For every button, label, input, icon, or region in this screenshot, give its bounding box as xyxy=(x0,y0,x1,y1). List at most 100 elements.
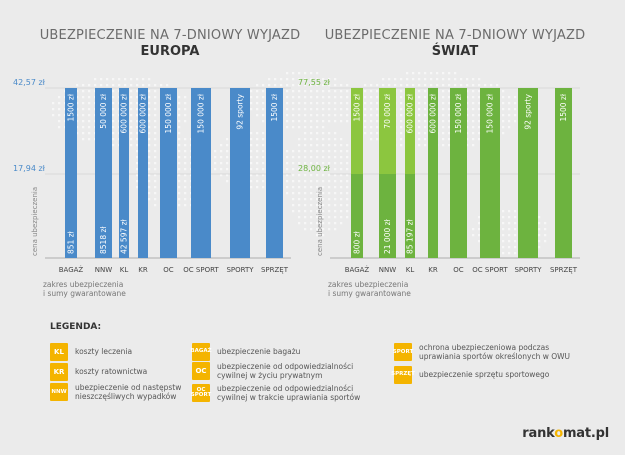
map-dot xyxy=(322,192,325,195)
map-dot xyxy=(286,102,289,105)
map-dot xyxy=(178,120,181,123)
map-dot xyxy=(292,174,295,177)
bar-lower-label: 42 597 zł xyxy=(120,218,129,254)
bar-upper-label: 50 000 zł xyxy=(99,93,108,129)
x-category-label: OC SPORT xyxy=(472,266,508,274)
map-dot xyxy=(82,114,85,117)
map-dot xyxy=(400,96,403,99)
map-dot xyxy=(364,108,367,111)
map-dot xyxy=(418,90,421,93)
bar-upper xyxy=(65,88,77,174)
map-dot xyxy=(148,84,151,87)
map-dot xyxy=(184,150,187,153)
map-dot xyxy=(298,138,301,141)
map-dot xyxy=(136,180,139,183)
map-dot xyxy=(136,174,139,177)
map-dot xyxy=(136,150,139,153)
map-dot xyxy=(250,168,253,171)
map-dot xyxy=(130,78,133,81)
map-dot xyxy=(322,114,325,117)
map-dot xyxy=(334,120,337,123)
map-dot xyxy=(148,108,151,111)
map-dot xyxy=(130,108,133,111)
map-dot xyxy=(262,90,265,93)
map-dot xyxy=(448,72,451,75)
map-dot xyxy=(298,204,301,207)
map-dot xyxy=(298,168,301,171)
map-dot xyxy=(310,138,313,141)
map-dot xyxy=(448,108,451,111)
map-dot xyxy=(214,162,217,165)
bar-upper-label: 92 sporty xyxy=(524,93,533,129)
map-dot xyxy=(292,186,295,189)
map-dot xyxy=(304,144,307,147)
map-dot xyxy=(130,114,133,117)
map-dot xyxy=(100,78,103,81)
map-dot xyxy=(400,126,403,129)
map-dot xyxy=(340,198,343,201)
map-dot xyxy=(322,102,325,105)
map-dot xyxy=(334,222,337,225)
map-dot xyxy=(214,168,217,171)
map-dot xyxy=(184,162,187,165)
map-dot xyxy=(424,96,427,99)
map-dot xyxy=(184,204,187,207)
map-dot xyxy=(220,150,223,153)
map-dot xyxy=(184,120,187,123)
map-dot xyxy=(304,192,307,195)
map-dot xyxy=(418,72,421,75)
map-dot xyxy=(400,144,403,147)
map-dot xyxy=(130,138,133,141)
bar-lower xyxy=(191,174,211,258)
map-dot xyxy=(460,78,463,81)
map-dot xyxy=(448,84,451,87)
map-dot xyxy=(316,234,319,237)
map-dot xyxy=(286,156,289,159)
map-dot xyxy=(508,246,511,249)
map-dot xyxy=(142,78,145,81)
bar-lower-label: 85 197 zł xyxy=(406,218,415,254)
map-dot xyxy=(466,78,469,81)
map-dot xyxy=(178,138,181,141)
map-dot xyxy=(304,150,307,153)
map-dot xyxy=(148,180,151,183)
map-dot xyxy=(250,180,253,183)
map-dot xyxy=(442,138,445,141)
map-dot xyxy=(334,156,337,159)
map-dot xyxy=(136,78,139,81)
map-dot xyxy=(346,192,349,195)
world-title-line: UBEZPIECZENIE NA 7-DNIOWY WYJAZD xyxy=(324,28,586,43)
map-dot xyxy=(454,84,457,87)
map-dot xyxy=(472,96,475,99)
map-dot xyxy=(250,90,253,93)
map-dot xyxy=(400,108,403,111)
map-dot xyxy=(442,102,445,105)
map-dot xyxy=(322,168,325,171)
map-dot xyxy=(478,90,481,93)
bar-upper xyxy=(555,88,572,174)
map-dot xyxy=(478,132,481,135)
kr-badge-icon: KR xyxy=(50,363,68,381)
map-dot xyxy=(298,216,301,219)
map-dot xyxy=(112,102,115,105)
map-dot xyxy=(364,96,367,99)
map-dot xyxy=(316,108,319,111)
bar-upper-label: 1500 zł xyxy=(559,93,568,121)
map-dot xyxy=(220,156,223,159)
map-dot xyxy=(304,72,307,75)
x-category-label: SPORTY xyxy=(514,266,542,274)
map-dot xyxy=(310,108,313,111)
map-dot xyxy=(178,204,181,207)
map-dot xyxy=(370,120,373,123)
map-dot xyxy=(442,96,445,99)
europe-title: UBEZPIECZENIE NA 7-DNIOWY WYJAZD EUROPA xyxy=(30,28,310,59)
bar-lower xyxy=(450,174,467,258)
map-dot xyxy=(52,102,55,105)
map-dot xyxy=(262,156,265,159)
map-dot xyxy=(340,222,343,225)
map-dot xyxy=(340,96,343,99)
map-dot xyxy=(370,84,373,87)
map-dot xyxy=(310,102,313,105)
x-category-label: OC xyxy=(163,266,174,274)
map-dot xyxy=(322,138,325,141)
